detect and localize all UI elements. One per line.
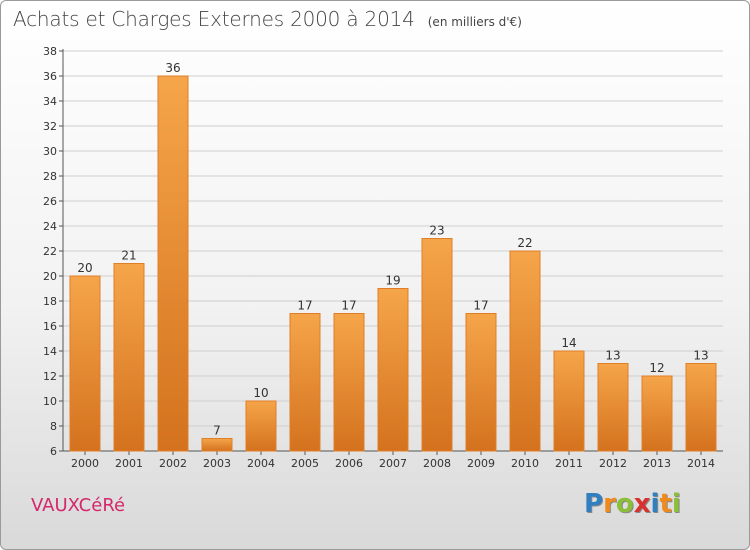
logo-letter: r xyxy=(603,489,616,519)
x-tick-label: 2014 xyxy=(687,457,715,470)
data-label: 21 xyxy=(121,249,136,263)
data-label: 36 xyxy=(165,61,180,75)
y-tick-label: 6 xyxy=(50,445,57,458)
bar xyxy=(421,238,453,452)
data-label: 13 xyxy=(693,349,708,363)
bar xyxy=(333,313,365,452)
x-tick-label: 2012 xyxy=(599,457,627,470)
x-tick-label: 2005 xyxy=(291,457,319,470)
x-tick-label: 2000 xyxy=(71,457,99,470)
y-tick-label: 26 xyxy=(43,195,57,208)
data-label: 12 xyxy=(649,361,664,375)
axes: 6 8 10 12 14 16 18 20 22 24 26 28 30 32 34 36 38 2000 2001… xyxy=(43,45,723,470)
logo-letter: P xyxy=(584,489,604,519)
chart-title-block: Achats et Charges Externes 2000 à 2014 (… xyxy=(13,7,522,31)
x-tick-label: 2013 xyxy=(643,457,671,470)
data-label: 7 xyxy=(213,424,221,438)
x-tick-label: 2010 xyxy=(511,457,539,470)
y-tick-label: 24 xyxy=(43,220,57,233)
data-label: 17 xyxy=(473,299,488,313)
data-label: 14 xyxy=(561,336,576,350)
y-tick-label: 14 xyxy=(43,345,57,358)
y-tick-label: 38 xyxy=(43,45,57,58)
data-label: 13 xyxy=(605,349,620,363)
data-labels: 20 21 36 7 10 17 17 19 23 17 22 14 13 12 13 xyxy=(77,61,708,438)
bar xyxy=(157,75,189,452)
x-tick-label: 2011 xyxy=(555,457,583,470)
data-label: 20 xyxy=(77,261,92,275)
bar xyxy=(597,363,629,452)
data-label: 17 xyxy=(341,299,356,313)
data-label: 23 xyxy=(429,224,444,238)
bar xyxy=(509,250,541,452)
data-label: 10 xyxy=(253,386,268,400)
x-tick-label: 2006 xyxy=(335,457,363,470)
y-tick-label: 22 xyxy=(43,245,57,258)
logo-letter: i xyxy=(650,489,660,519)
y-tick-label: 34 xyxy=(43,95,57,108)
y-tick-label: 16 xyxy=(43,320,57,333)
bar xyxy=(245,400,277,452)
x-tick-label: 2001 xyxy=(115,457,143,470)
x-tick-label: 2009 xyxy=(467,457,495,470)
bar xyxy=(377,288,409,452)
y-tick-label: 30 xyxy=(43,145,57,158)
x-tick-label: 2003 xyxy=(203,457,231,470)
logo-letter: x xyxy=(633,489,651,519)
bars xyxy=(69,75,717,452)
bar xyxy=(201,438,233,452)
bar xyxy=(69,275,101,452)
logo-letter: i xyxy=(671,489,681,519)
bar xyxy=(289,313,321,452)
y-tick-label: 20 xyxy=(43,270,57,283)
bar xyxy=(113,263,145,452)
data-label: 19 xyxy=(385,274,400,288)
y-tick-label: 36 xyxy=(43,70,57,83)
bar xyxy=(465,313,497,452)
chart-unit: (en milliers d'€) xyxy=(427,15,522,29)
chart-title: Achats et Charges Externes 2000 à 2014 xyxy=(13,7,415,31)
x-tick-label: 2008 xyxy=(423,457,451,470)
y-tick-label: 10 xyxy=(43,395,57,408)
x-tick-label: 2004 xyxy=(247,457,275,470)
data-label: 17 xyxy=(297,299,312,313)
y-tick-label: 12 xyxy=(43,370,57,383)
commune-name: VAUXCéRé xyxy=(31,495,126,516)
y-tick-label: 32 xyxy=(43,120,57,133)
proxiti-logo[interactable]: Proxiti xyxy=(584,489,681,519)
y-tick-label: 18 xyxy=(43,295,57,308)
bar xyxy=(641,375,673,452)
logo-letter: t xyxy=(659,489,672,519)
x-tick-label: 2002 xyxy=(159,457,187,470)
y-tick-label: 8 xyxy=(50,420,57,433)
data-label: 22 xyxy=(517,236,532,250)
bar xyxy=(685,363,717,452)
logo-letter: o xyxy=(615,489,634,519)
bar xyxy=(553,350,585,452)
x-tick-label: 2007 xyxy=(379,457,407,470)
y-tick-label: 28 xyxy=(43,170,57,183)
